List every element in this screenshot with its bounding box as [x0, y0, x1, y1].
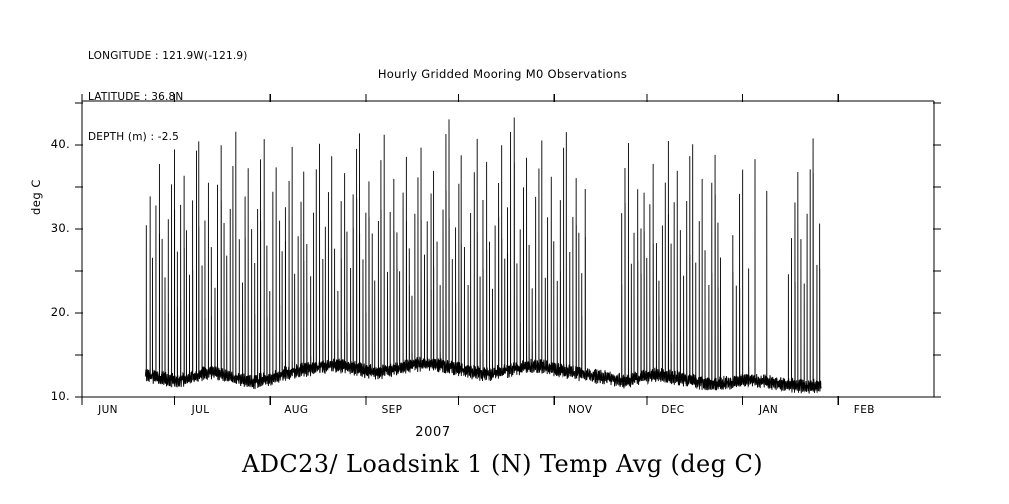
longitude-text: LONGITUDE : 121.9W(-121.9): [88, 50, 248, 62]
temperature-line: [144, 117, 822, 394]
plot-title-text: Hourly Gridded Mooring M0 Observations: [377, 67, 628, 81]
temperature-series: [144, 117, 822, 394]
station-metadata: LONGITUDE : 121.9W(-121.9) LATITUDE : 36…: [88, 23, 248, 172]
x-tick-label: JAN: [759, 404, 779, 416]
figure-caption: ADC23/ Loadsink 1 (N) Temp Avg (deg C): [0, 450, 1009, 478]
x-tick-label: DEC: [661, 404, 685, 416]
plot-title: Hourly Gridded Mooring M0 Observations: [0, 67, 1009, 81]
x-tick-label: JUN: [98, 404, 118, 416]
year-label-text: 2007: [415, 425, 451, 440]
y-tick-label: 10.: [50, 389, 70, 403]
figure-caption-text: ADC23/ Loadsink 1 (N) Temp Avg (deg C): [242, 450, 763, 478]
x-tick-label: FEB: [853, 404, 875, 416]
x-tick-label: NOV: [568, 404, 593, 416]
x-tick-label: SEP: [381, 404, 403, 416]
x-tick-label: OCT: [472, 404, 497, 416]
y-tick-label: 20.: [50, 305, 70, 319]
axes-frame: [75, 94, 941, 405]
x-tick-label: AUG: [284, 404, 309, 416]
y-tick-label: 30.: [50, 221, 70, 235]
y-tick-label: 40.: [50, 137, 70, 151]
depth-text: DEPTH (m) : -2.5: [88, 131, 180, 143]
x-tick-label: JUL: [191, 404, 210, 416]
year-label: 2007: [373, 425, 493, 440]
latitude-text: LATITUDE : 36.8N: [88, 90, 184, 103]
